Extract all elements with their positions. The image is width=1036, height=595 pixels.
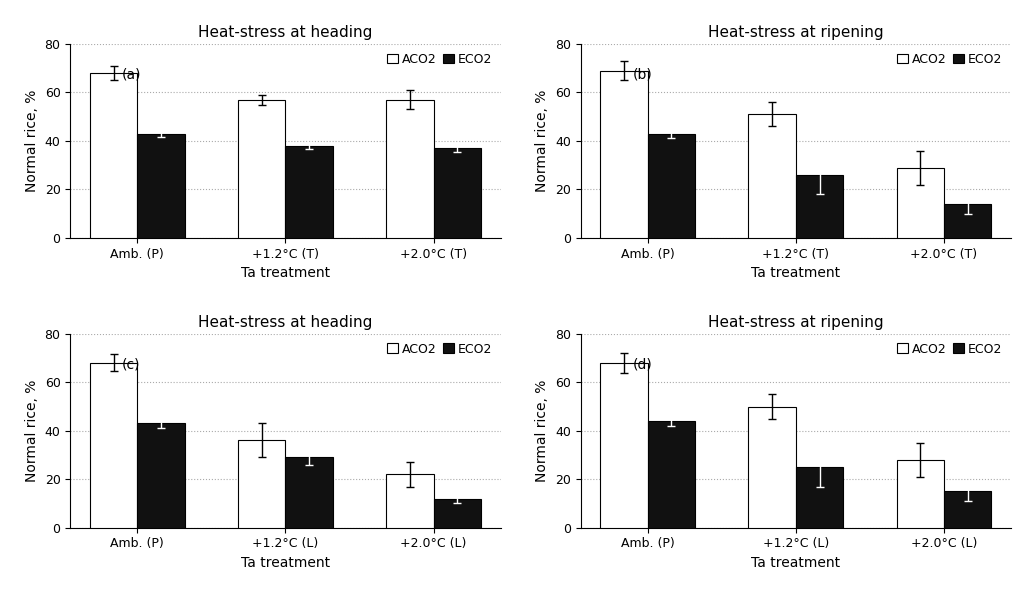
Text: (c): (c) — [122, 357, 141, 371]
X-axis label: Ta treatment: Ta treatment — [751, 266, 840, 280]
Bar — [90, 73, 137, 238]
Bar — [90, 363, 137, 528]
Bar — [648, 421, 695, 528]
Text: (b): (b) — [632, 67, 652, 81]
Bar — [386, 474, 434, 528]
Text: (a): (a) — [122, 67, 142, 81]
X-axis label: Ta treatment: Ta treatment — [241, 556, 330, 570]
Bar — [386, 100, 434, 238]
Bar — [238, 100, 286, 238]
Bar — [648, 134, 695, 238]
X-axis label: Ta treatment: Ta treatment — [241, 266, 330, 280]
Bar — [137, 134, 184, 238]
Legend: ACO2, ECO2: ACO2, ECO2 — [894, 340, 1005, 358]
Bar — [137, 424, 184, 528]
Bar — [434, 499, 481, 528]
Bar — [896, 460, 944, 528]
Bar — [944, 204, 991, 238]
Bar — [600, 363, 648, 528]
Bar — [896, 168, 944, 238]
Y-axis label: Normal rice, %: Normal rice, % — [536, 90, 549, 192]
Legend: ACO2, ECO2: ACO2, ECO2 — [384, 50, 494, 68]
Bar — [286, 146, 333, 238]
Title: Heat-stress at ripening: Heat-stress at ripening — [708, 25, 884, 40]
Title: Heat-stress at heading: Heat-stress at heading — [198, 315, 373, 330]
Y-axis label: Normal rice, %: Normal rice, % — [536, 380, 549, 482]
Legend: ACO2, ECO2: ACO2, ECO2 — [384, 340, 494, 358]
Bar — [286, 458, 333, 528]
Y-axis label: Normal rice, %: Normal rice, % — [25, 380, 39, 482]
Bar — [944, 491, 991, 528]
X-axis label: Ta treatment: Ta treatment — [751, 556, 840, 570]
Legend: ACO2, ECO2: ACO2, ECO2 — [894, 50, 1005, 68]
Bar — [748, 406, 796, 528]
Y-axis label: Normal rice, %: Normal rice, % — [25, 90, 39, 192]
Bar — [796, 467, 843, 528]
Bar — [434, 148, 481, 238]
Bar — [796, 175, 843, 238]
Text: (d): (d) — [632, 357, 652, 371]
Title: Heat-stress at ripening: Heat-stress at ripening — [708, 315, 884, 330]
Bar — [238, 440, 286, 528]
Bar — [600, 71, 648, 238]
Bar — [748, 114, 796, 238]
Title: Heat-stress at heading: Heat-stress at heading — [198, 25, 373, 40]
